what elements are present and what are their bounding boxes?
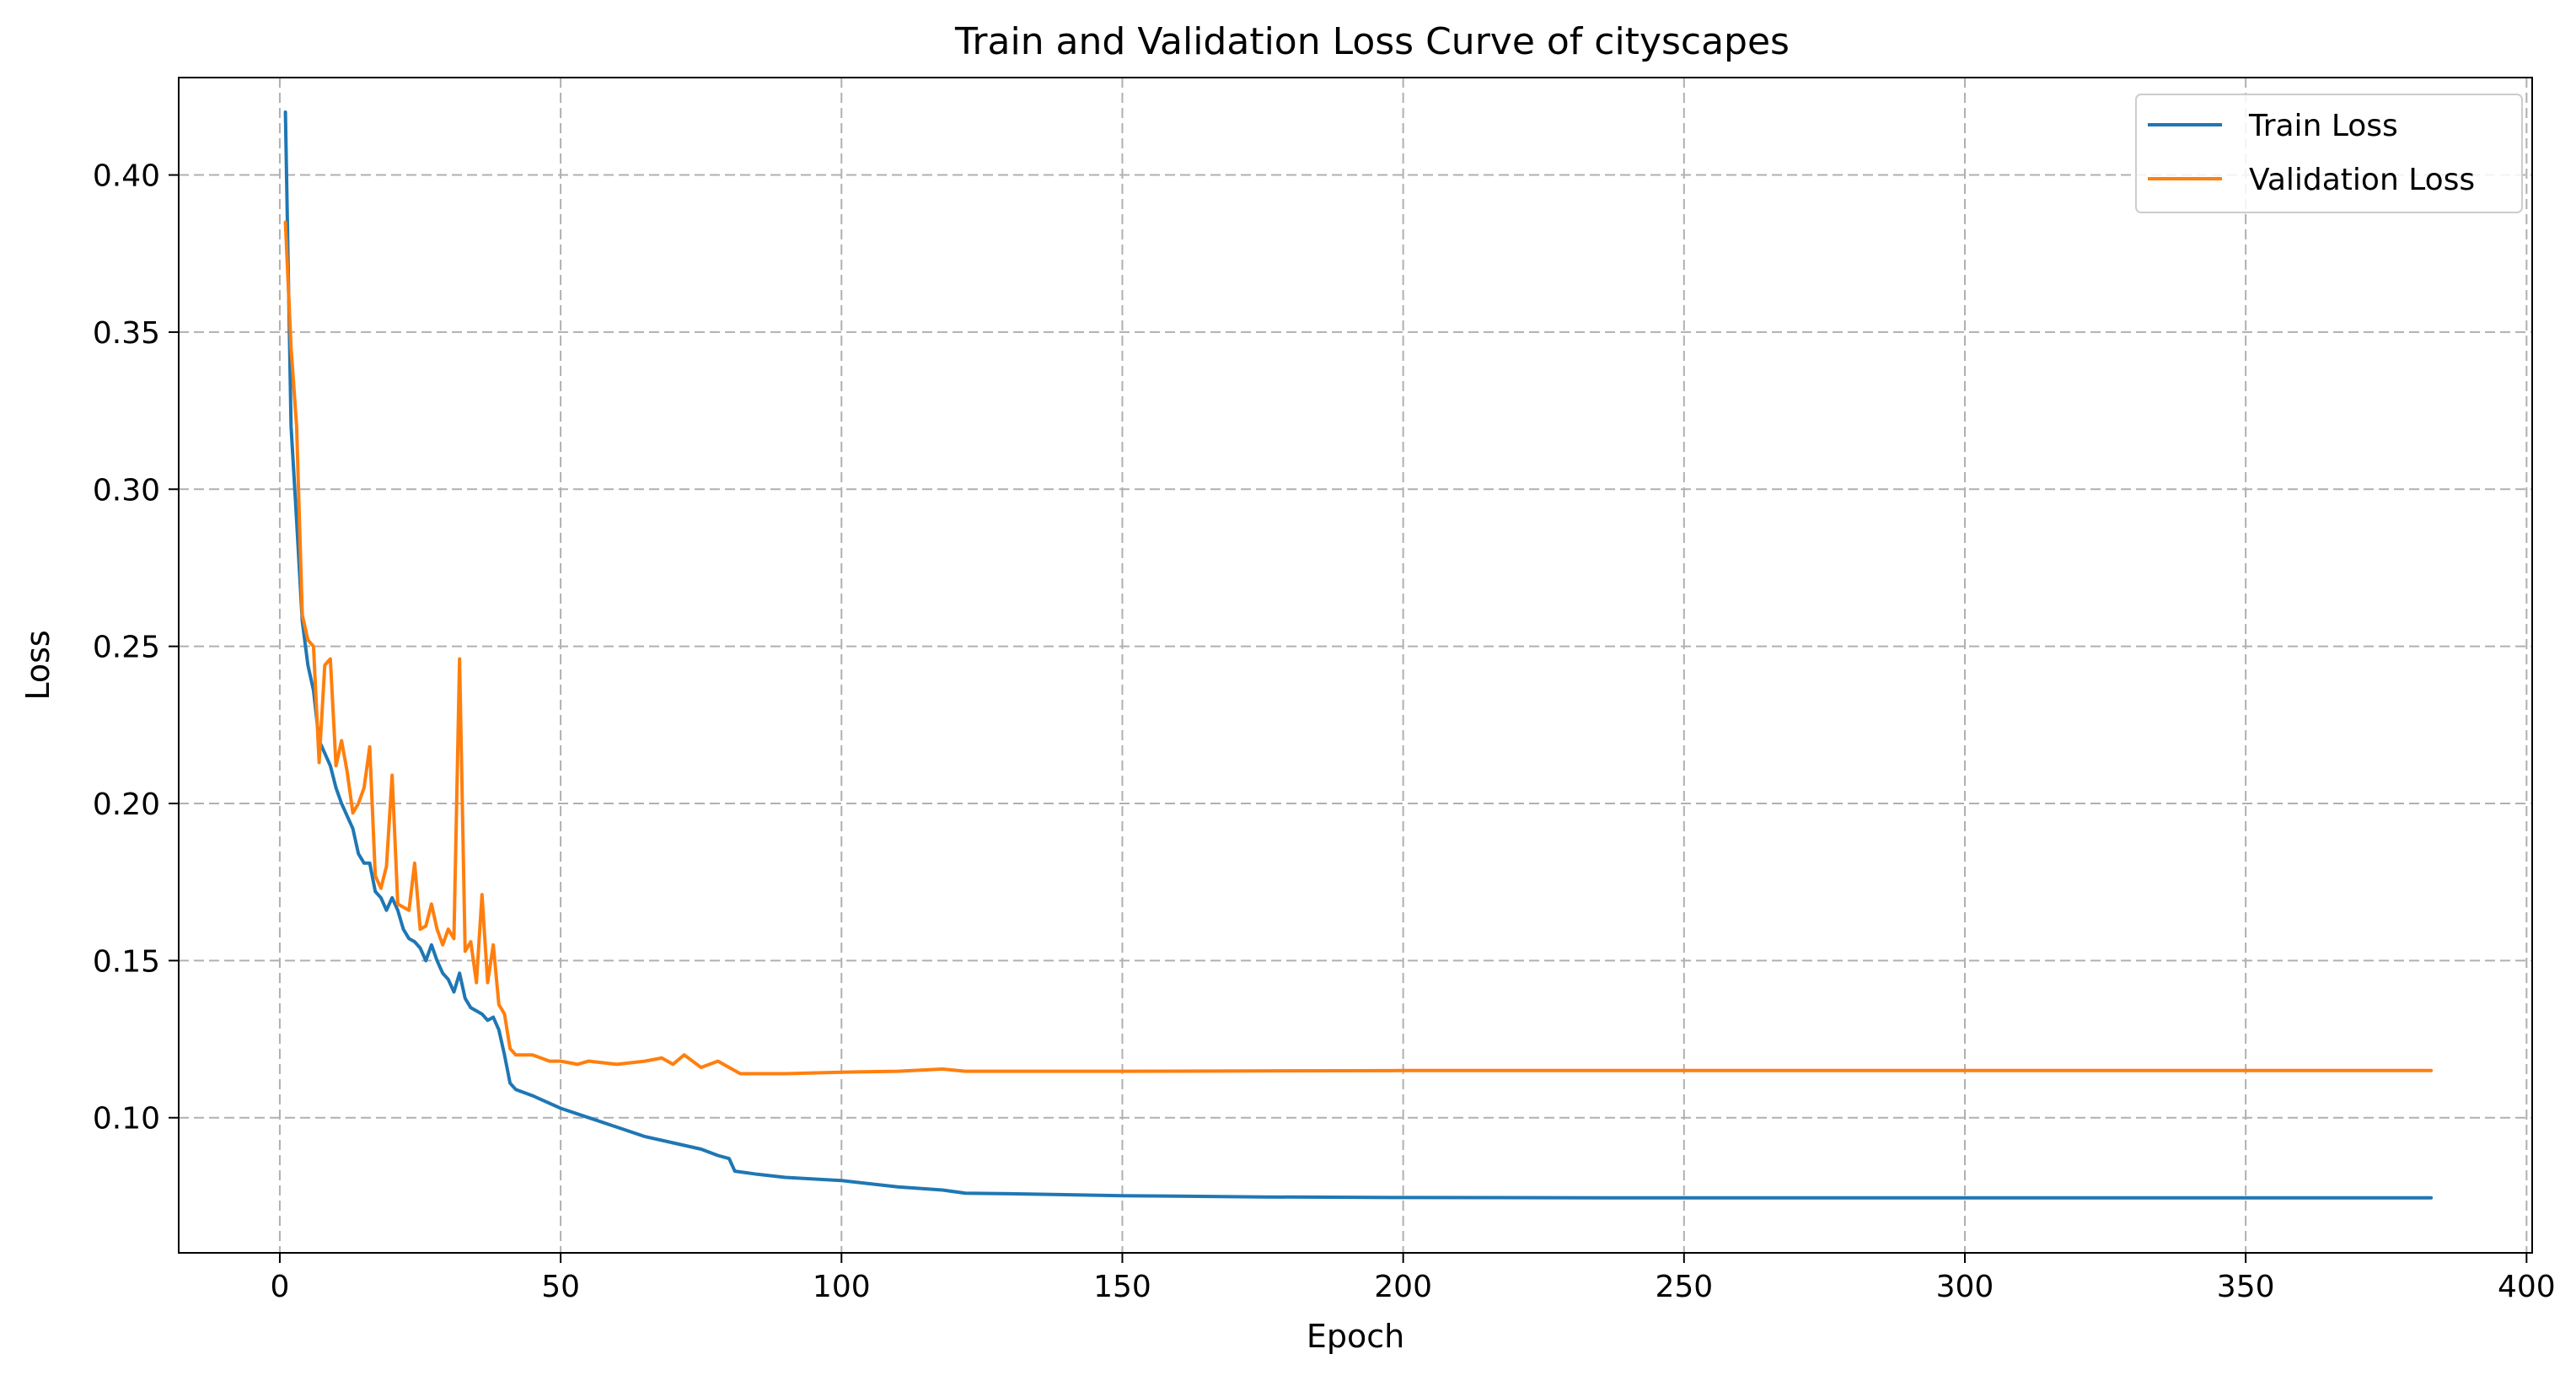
y-tick-label: 0.20 [93, 787, 160, 822]
y-tick-label: 0.30 [93, 473, 160, 508]
series-line-validation-loss [283, 220, 2434, 1076]
x-tick-label: 0 [270, 1270, 289, 1304]
x-tick-label: 300 [1936, 1270, 1994, 1304]
x-axis-ticks: 0 50 100 150 200 250 300 350 400 [270, 1253, 2556, 1304]
y-tick-label: 0.25 [93, 631, 160, 665]
series-line-train-loss [283, 110, 2434, 1200]
x-tick-label: 200 [1374, 1270, 1432, 1304]
legend: Train Loss Validation Loss [2135, 94, 2523, 213]
x-tick-label: 400 [2498, 1270, 2556, 1304]
x-tick-label: 250 [1655, 1270, 1713, 1304]
grid [179, 78, 2532, 1253]
chart-title: Train and Validation Loss Curve of citys… [954, 20, 1790, 63]
legend-box [2135, 94, 2523, 213]
y-tick-label: 0.35 [93, 316, 160, 351]
x-tick-label: 100 [813, 1270, 871, 1304]
x-tick-label: 50 [541, 1270, 580, 1304]
legend-label-train-loss: Train Loss [2248, 109, 2398, 143]
x-tick-label: 150 [1093, 1270, 1151, 1304]
y-axis-ticks: 0.10 0.15 0.20 0.25 0.30 0.35 0.40 [93, 159, 179, 1137]
y-tick-label: 0.15 [93, 944, 160, 979]
y-tick-label: 0.40 [93, 159, 160, 194]
x-tick-label: 350 [2217, 1270, 2275, 1304]
legend-label-validation-loss: Validation Loss [2249, 163, 2475, 197]
y-tick-label: 0.10 [93, 1102, 160, 1137]
y-axis-label: Loss [19, 630, 56, 700]
plot-area [283, 110, 2434, 1200]
x-axis-label: Epoch [1307, 1318, 1404, 1355]
axes-frame [178, 77, 2533, 1254]
